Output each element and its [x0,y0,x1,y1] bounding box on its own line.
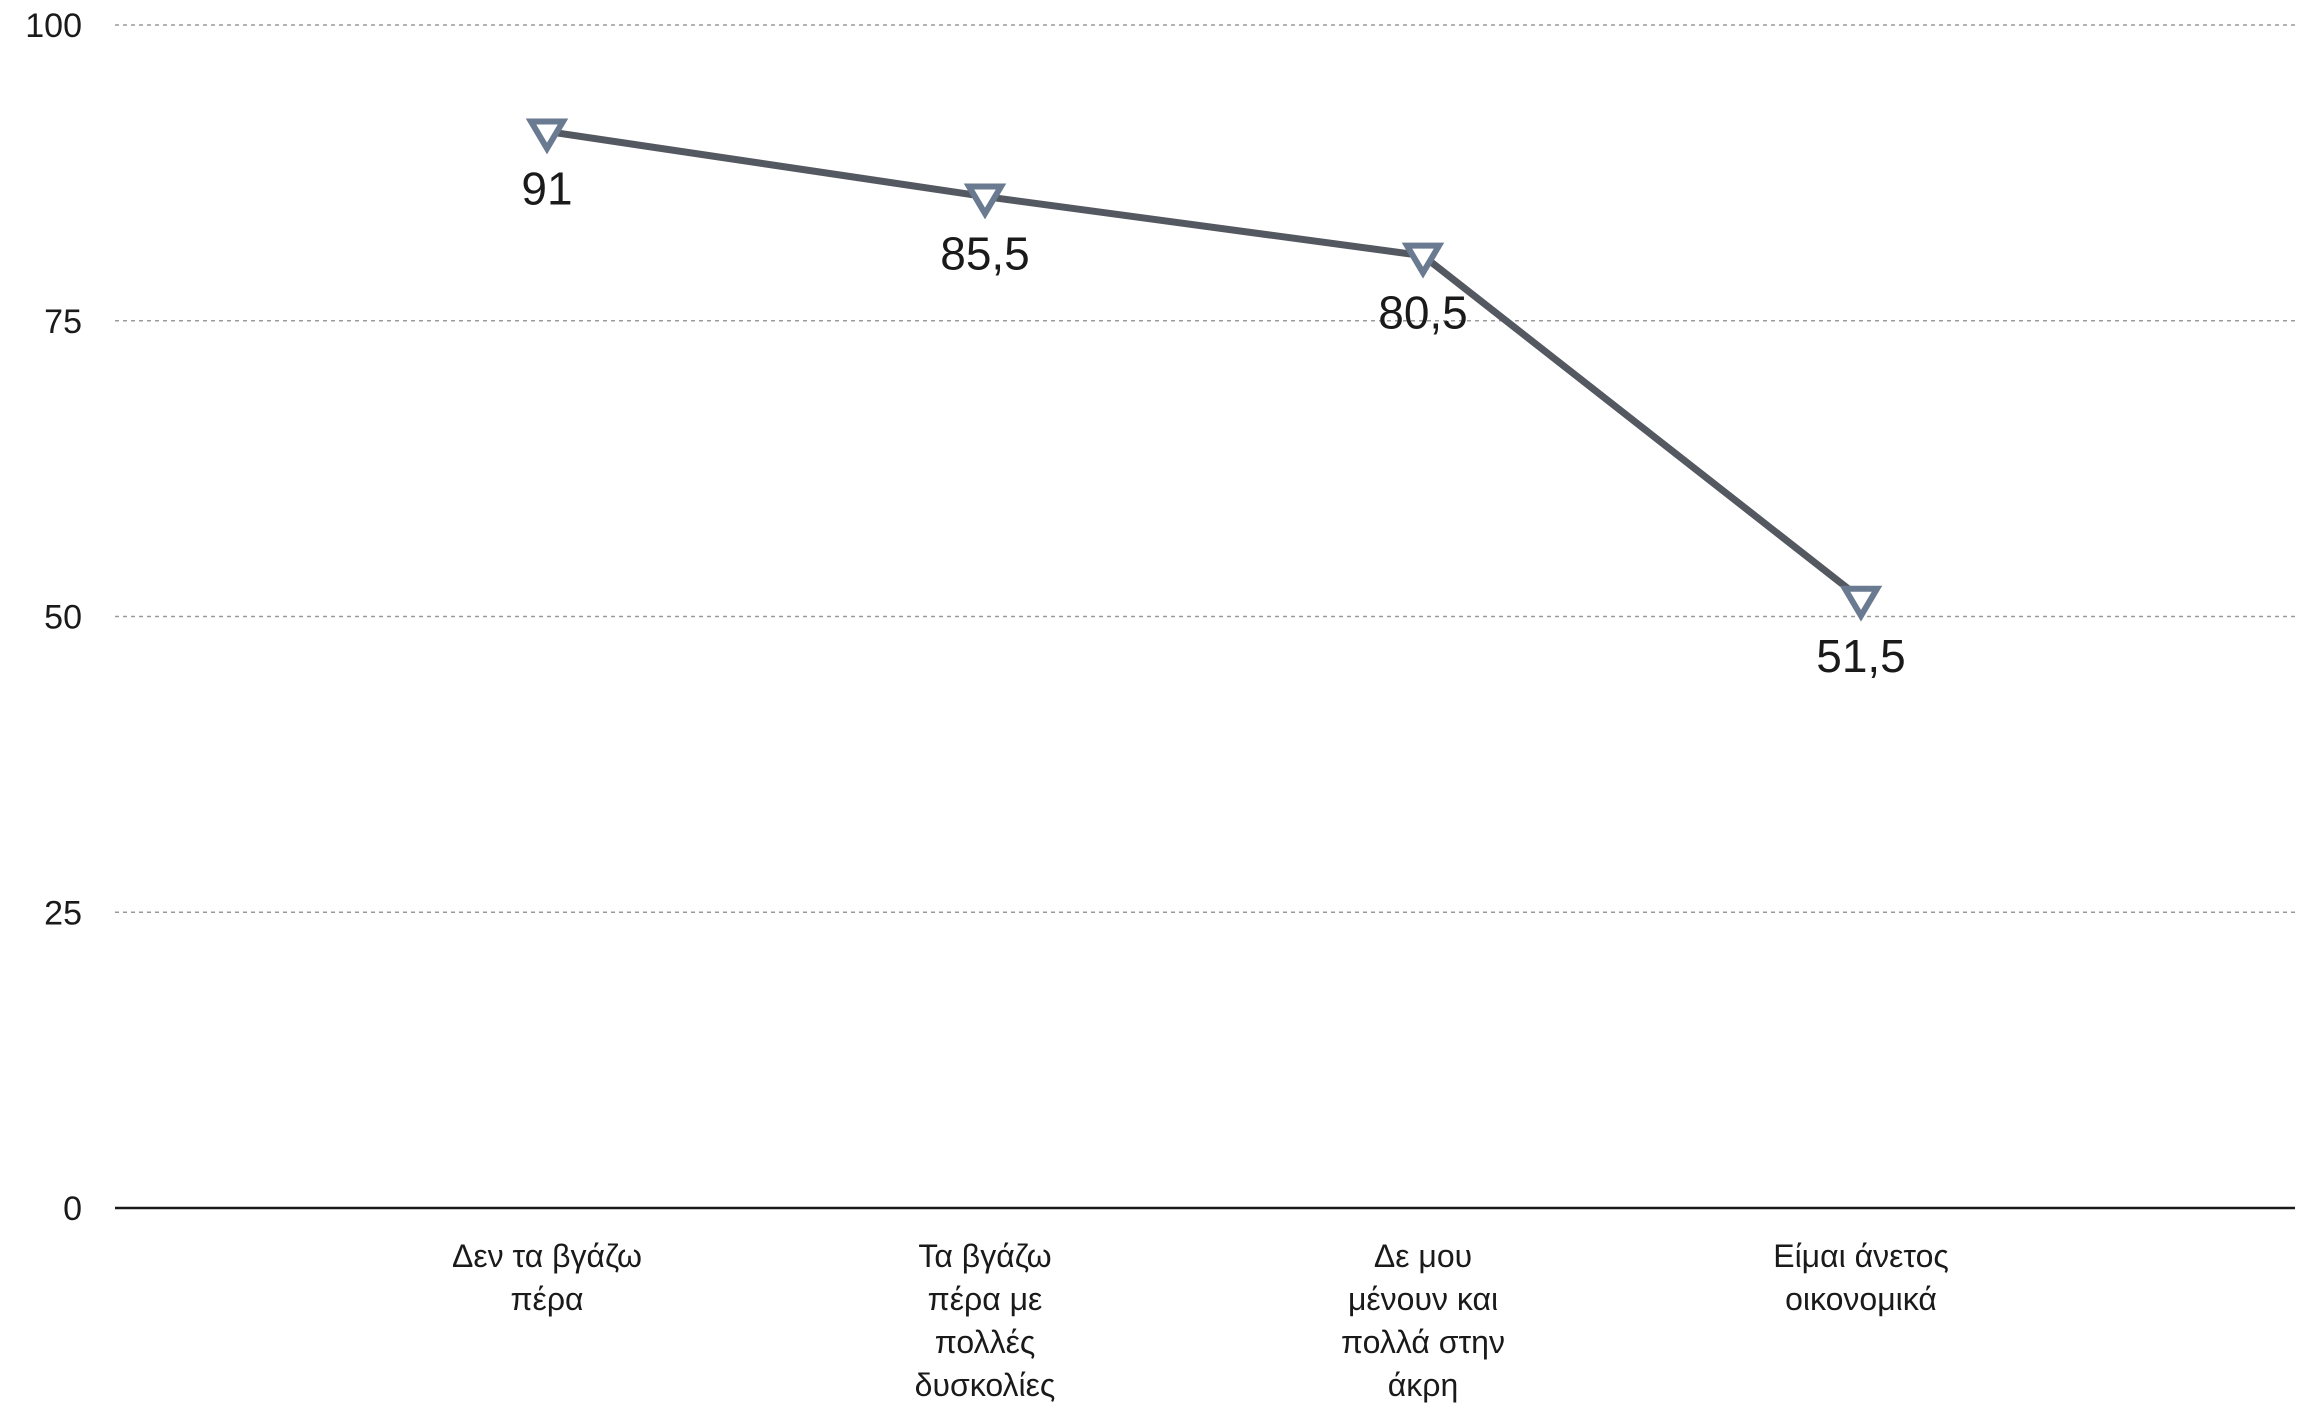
y-tick-label-25: 25 [44,894,82,932]
x-tick-label-line: δυσκολίες [915,1367,1056,1403]
x-tick-label-line: πολλές [935,1324,1036,1360]
series-markers [525,118,1883,622]
x-tick-label-line: πέρα [510,1281,583,1317]
x-tick-label-3: Δε μου μένουν και πολλά στην άκρη [1341,1238,1505,1403]
data-label-4: 51,5 [1816,630,1906,682]
x-tick-label-line: πέρα με [928,1281,1043,1317]
y-tick-label-100: 100 [25,7,82,45]
data-label-3: 80,5 [1378,287,1468,339]
x-tick-label-line: πολλά στην [1341,1324,1505,1360]
data-labels: 91 85,5 80,5 51,5 [521,162,1905,681]
y-tick-label-50: 50 [44,599,82,637]
x-tick-label-line: Δεν τα βγάζω [452,1238,642,1274]
x-tick-label-line: άκρη [1388,1367,1459,1403]
x-tick-label-4: Είμαι άνετος οικονομικά [1773,1238,1949,1317]
data-label-2: 85,5 [940,228,1030,280]
data-point-marker-4 [1839,585,1883,622]
data-point-marker-3 [1401,242,1445,279]
x-tick-label-line: Δε μου [1374,1238,1472,1274]
x-tick-label-line: Τα βγάζω [918,1238,1051,1274]
gridlines [115,24,2295,914]
x-tick-label-line: μένουν και [1348,1281,1498,1317]
x-tick-label-2: Τα βγάζω πέρα με πολλές δυσκολίες [915,1238,1056,1403]
data-point-marker-2 [963,183,1007,220]
x-tick-label-line: Είμαι άνετος [1773,1238,1949,1274]
y-tick-label-75: 75 [44,303,82,341]
series-line [543,127,1865,603]
data-label-1: 91 [521,162,572,214]
series-line-group [543,127,1865,603]
x-tick-label-1: Δεν τα βγάζω πέρα [452,1238,642,1317]
y-tick-label-0: 0 [63,1190,82,1228]
y-tick-labels: 0 25 50 75 100 [25,7,82,1228]
x-tick-labels: Δεν τα βγάζω πέρα Τα βγάζω πέρα με πολλές δυσ… [452,1238,1949,1403]
x-tick-label-line: οικονομικά [1785,1281,1937,1317]
data-point-marker-1 [525,118,569,155]
